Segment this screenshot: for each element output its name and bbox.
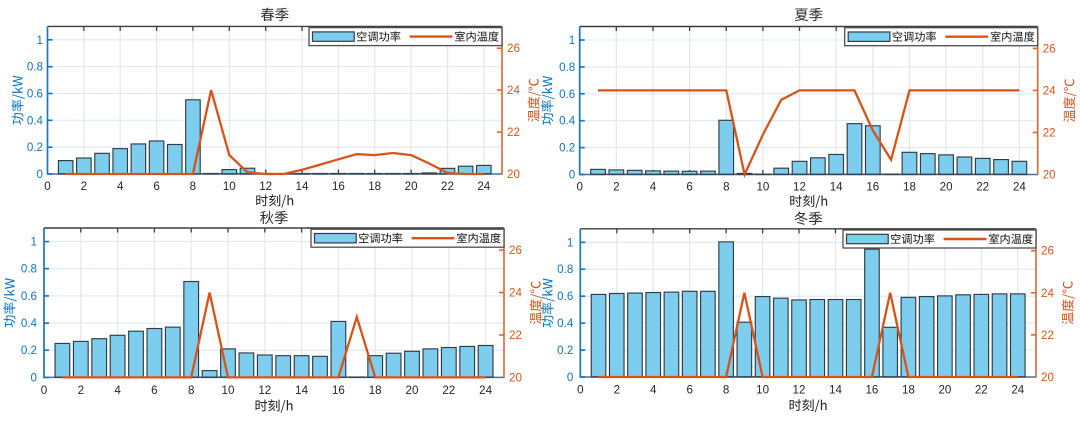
svg-text:0.4: 0.4	[21, 317, 38, 330]
svg-text:0.4: 0.4	[557, 317, 574, 330]
svg-text:22: 22	[1041, 329, 1054, 342]
svg-text:22: 22	[442, 384, 455, 397]
svg-text:8: 8	[723, 180, 729, 193]
svg-text:16: 16	[865, 384, 878, 397]
svg-text:0.8: 0.8	[559, 61, 575, 74]
svg-text:16: 16	[332, 180, 345, 193]
svg-text:1: 1	[569, 34, 575, 47]
svg-text:2: 2	[81, 180, 87, 193]
svg-text:6: 6	[151, 384, 157, 397]
svg-text:10: 10	[756, 384, 769, 397]
svg-text:0.2: 0.2	[557, 344, 573, 357]
svg-text:8: 8	[723, 384, 729, 397]
svg-text:18: 18	[903, 180, 916, 193]
svg-text:26: 26	[1041, 245, 1054, 258]
svg-text:20: 20	[938, 384, 951, 397]
svg-text:24: 24	[507, 84, 520, 97]
svg-text:18: 18	[368, 180, 381, 193]
svg-text:12: 12	[258, 384, 271, 397]
svg-text:1: 1	[37, 34, 43, 47]
svg-text:0.6: 0.6	[21, 290, 37, 303]
svg-text:8: 8	[188, 384, 194, 397]
svg-text:24: 24	[477, 180, 490, 193]
svg-text:2: 2	[78, 384, 84, 397]
svg-text:22: 22	[976, 180, 989, 193]
svg-text:24: 24	[509, 287, 522, 300]
svg-text:0.4: 0.4	[27, 114, 44, 127]
svg-text:10: 10	[222, 384, 235, 397]
svg-text:10: 10	[756, 180, 769, 193]
svg-text:0.6: 0.6	[27, 88, 43, 101]
svg-text:26: 26	[509, 244, 522, 257]
svg-text:0: 0	[576, 180, 582, 193]
svg-text:20: 20	[1041, 371, 1054, 384]
svg-text:14: 14	[829, 384, 842, 397]
svg-text:16: 16	[866, 180, 879, 193]
svg-text:0.2: 0.2	[21, 344, 37, 357]
svg-text:0.4: 0.4	[559, 115, 576, 128]
svg-text:0.6: 0.6	[559, 88, 575, 101]
svg-text:26: 26	[507, 42, 520, 55]
svg-text:0: 0	[41, 384, 47, 397]
svg-text:0.2: 0.2	[559, 142, 575, 155]
svg-text:4: 4	[117, 180, 124, 193]
svg-text:2: 2	[614, 384, 620, 397]
svg-text:24: 24	[1041, 287, 1054, 300]
svg-text:24: 24	[1043, 84, 1056, 97]
svg-text:14: 14	[830, 180, 843, 193]
svg-text:22: 22	[507, 126, 520, 139]
svg-text:4: 4	[650, 180, 657, 193]
svg-text:0: 0	[31, 371, 37, 384]
svg-text:0.2: 0.2	[27, 141, 43, 154]
svg-text:6: 6	[686, 180, 692, 193]
svg-text:0.8: 0.8	[21, 263, 37, 276]
svg-text:0.6: 0.6	[557, 290, 573, 303]
svg-text:0.8: 0.8	[27, 61, 43, 74]
svg-text:16: 16	[332, 384, 345, 397]
svg-text:0: 0	[577, 384, 583, 397]
svg-text:20: 20	[509, 371, 522, 384]
svg-text:0: 0	[44, 180, 50, 193]
svg-text:22: 22	[441, 180, 454, 193]
svg-text:8: 8	[190, 180, 196, 193]
svg-text:0.8: 0.8	[557, 263, 573, 276]
svg-text:1: 1	[567, 236, 573, 249]
svg-text:18: 18	[902, 384, 915, 397]
svg-text:12: 12	[259, 180, 272, 193]
svg-text:24: 24	[479, 384, 492, 397]
svg-text:20: 20	[406, 384, 419, 397]
svg-text:10: 10	[223, 180, 236, 193]
svg-text:22: 22	[1043, 127, 1056, 140]
svg-text:6: 6	[686, 384, 692, 397]
svg-text:2: 2	[613, 180, 619, 193]
svg-text:18: 18	[369, 384, 382, 397]
svg-text:20: 20	[940, 180, 953, 193]
svg-text:1: 1	[31, 236, 37, 249]
svg-text:20: 20	[1043, 169, 1056, 182]
svg-text:0: 0	[567, 371, 573, 384]
svg-text:26: 26	[1043, 42, 1056, 55]
svg-text:22: 22	[975, 384, 988, 397]
svg-text:12: 12	[793, 180, 806, 193]
svg-text:0: 0	[37, 168, 43, 181]
svg-text:24: 24	[1011, 384, 1024, 397]
svg-text:0: 0	[569, 169, 575, 182]
svg-text:4: 4	[650, 384, 657, 397]
svg-text:20: 20	[507, 168, 520, 181]
svg-text:6: 6	[153, 180, 159, 193]
svg-text:22: 22	[509, 329, 522, 342]
svg-text:20: 20	[405, 180, 418, 193]
svg-text:12: 12	[793, 384, 806, 397]
svg-text:14: 14	[296, 180, 309, 193]
svg-text:24: 24	[1013, 180, 1026, 193]
svg-text:4: 4	[114, 384, 121, 397]
svg-text:14: 14	[295, 384, 308, 397]
